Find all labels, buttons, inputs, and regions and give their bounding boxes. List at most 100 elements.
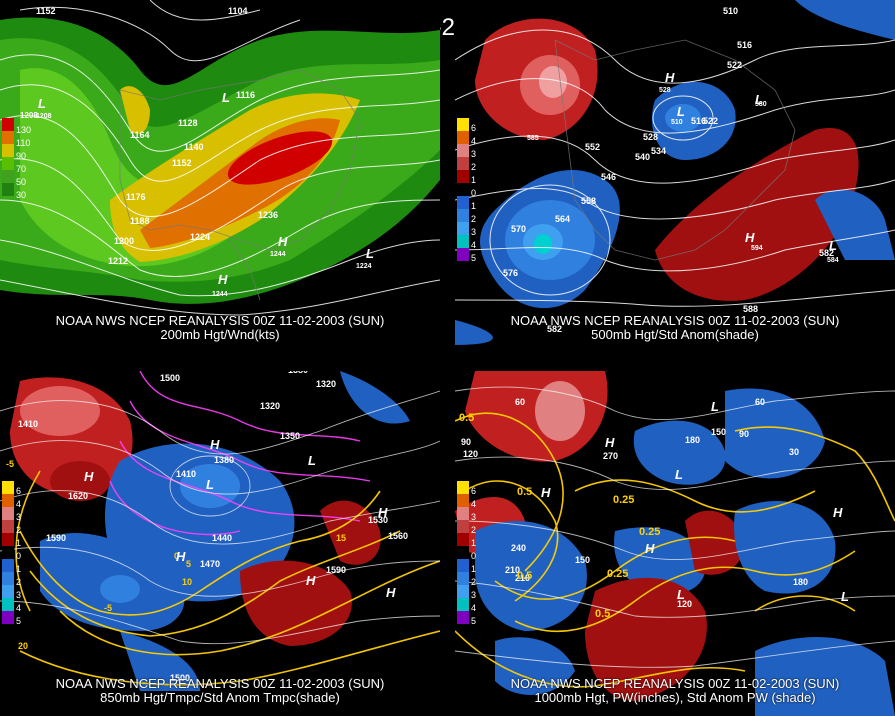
scale-label: 70 xyxy=(16,164,27,174)
panel-200mb-map: 1152 1104 1116 1164 1128 1140 1152 1176 … xyxy=(0,0,440,345)
scale-swatch xyxy=(2,546,14,559)
scale-swatch xyxy=(457,209,469,222)
scale-swatch xyxy=(2,520,14,533)
pressure-center-label: H xyxy=(665,70,675,85)
scale-swatch xyxy=(2,144,14,157)
scale-labels: 130 110 90 70 50 30 xyxy=(16,124,31,202)
contour-label: 585 xyxy=(527,135,539,142)
pressure-center-label: L xyxy=(38,96,46,111)
scale-swatch xyxy=(2,157,14,170)
scale-label: 50 xyxy=(16,177,27,187)
contour-label: 1224 xyxy=(356,263,372,270)
pressure-center-label: H xyxy=(84,469,94,484)
scale-swatch xyxy=(457,144,469,157)
scale-label: 3 xyxy=(471,590,477,600)
scale-swatch xyxy=(2,170,14,183)
scale-label: 6 xyxy=(471,486,477,496)
scale-label: 2 xyxy=(16,577,22,587)
contour-label: 584 xyxy=(827,257,839,264)
contour-label: 60 xyxy=(515,397,525,407)
scale-swatch xyxy=(457,183,469,196)
scale-swatch xyxy=(457,546,469,559)
panel-field: 1000mb Hgt, PW(inches), Std Anom PW (sha… xyxy=(534,690,816,705)
contour-label: 546 xyxy=(601,172,616,182)
panel-850mb: 1500 1380 1320 1350 1380 1410 1440 1470 … xyxy=(0,371,440,716)
scale-label: 130 xyxy=(16,125,32,135)
pressure-center-label: H xyxy=(210,437,220,452)
contour-label: 1560 xyxy=(388,531,408,541)
contour-label: 1176 xyxy=(126,192,146,202)
pressure-center-label: H xyxy=(176,549,186,564)
scale-label: 1 xyxy=(16,564,22,574)
scale-swatch xyxy=(2,559,14,572)
contour-label: 180 xyxy=(685,435,700,445)
contour-label: 90 xyxy=(739,429,749,439)
contour-label: 1470 xyxy=(200,559,220,569)
scale-label: 6 xyxy=(471,123,477,133)
panel-field: 500mb Hgt/Std Anom(shade) xyxy=(591,327,759,342)
scale-swatch xyxy=(457,222,469,235)
scale-label: 30 xyxy=(16,190,27,200)
contour-label: 588 xyxy=(743,304,758,314)
scale-label: 0 xyxy=(16,551,22,561)
contour-label: 534 xyxy=(651,146,666,156)
scale-swatch xyxy=(2,481,14,494)
scale-label: 1 xyxy=(471,175,477,185)
pressure-center-label: H xyxy=(605,435,615,450)
contour-label: -5 xyxy=(104,603,112,613)
scale-label: 2 xyxy=(16,525,22,535)
contour-label: 582 xyxy=(819,248,834,258)
panel-1000mb: 60 90 120 150 180 210 240 270 30 60 90 1… xyxy=(455,371,895,716)
scale-swatch xyxy=(457,248,469,261)
scale-label: 4 xyxy=(16,499,22,509)
scale-label: 4 xyxy=(471,136,477,146)
panel-source: NOAA NWS NCEP REANALYSIS 00Z 11-02-2003 … xyxy=(55,313,385,328)
contour-label: 270 xyxy=(603,451,618,461)
scale-swatch xyxy=(2,572,14,585)
contour-label: 522 xyxy=(727,60,742,70)
contour-label: 0.25 xyxy=(607,568,628,580)
scale-swatch xyxy=(457,235,469,248)
pressure-center-label: H xyxy=(306,573,316,588)
contour-label: 1590 xyxy=(326,565,346,575)
pressure-center-label: L xyxy=(206,477,214,492)
pressure-center-label: L xyxy=(222,90,230,105)
contour-label: 0.5 xyxy=(595,608,610,620)
pressure-center-label: L xyxy=(677,104,685,119)
panel-field: 200mb Hgt/Wnd(kts) xyxy=(160,327,280,342)
scale-label: 90 xyxy=(16,151,27,161)
contour-label: 0.5 xyxy=(517,486,532,498)
contour-label: 510 xyxy=(671,119,683,126)
color-scale xyxy=(2,118,14,196)
contour-label: 1104 xyxy=(228,6,248,16)
contour-label: 1410 xyxy=(18,419,38,429)
contour-label: 0.25 xyxy=(639,526,660,538)
scale-label: 5 xyxy=(471,616,477,626)
scale-swatch xyxy=(457,533,469,546)
scale-swatch xyxy=(457,157,469,170)
contour-label: 210 xyxy=(505,565,520,575)
scale-labels: 6 4 3 2 1 0 1 2 3 4 5 xyxy=(471,122,476,265)
contour-label: 1530 xyxy=(368,515,388,525)
contour-label: 1380 xyxy=(288,371,308,375)
contour-label: 516 xyxy=(691,116,706,126)
panel-source: NOAA NWS NCEP REANALYSIS 00Z 11-02-2003 … xyxy=(55,676,385,691)
contour-label: 1212 xyxy=(108,256,128,266)
scale-label: 1 xyxy=(471,538,477,548)
contour-label: 540 xyxy=(635,152,650,162)
scale-swatch xyxy=(457,494,469,507)
contour-label: 150 xyxy=(575,555,590,565)
contour-label: 1500 xyxy=(160,373,180,383)
contour-label: 90 xyxy=(461,437,471,447)
contour-label: 580 xyxy=(755,101,767,108)
pressure-center-label: H xyxy=(218,272,228,287)
scale-label: 2 xyxy=(471,525,477,535)
pressure-center-label: L xyxy=(366,246,374,261)
scale-label: 4 xyxy=(471,499,477,509)
panel-850mb-map: 1500 1380 1320 1350 1380 1410 1440 1470 … xyxy=(0,371,440,716)
panel-500mb-map: 510 516 522 528 510 516 522 528 534 540 … xyxy=(455,0,895,345)
scale-label: 6 xyxy=(16,486,22,496)
scale-label: 1 xyxy=(471,564,477,574)
scale-label: 0 xyxy=(471,188,477,198)
contour-label: 1208 xyxy=(20,111,38,120)
